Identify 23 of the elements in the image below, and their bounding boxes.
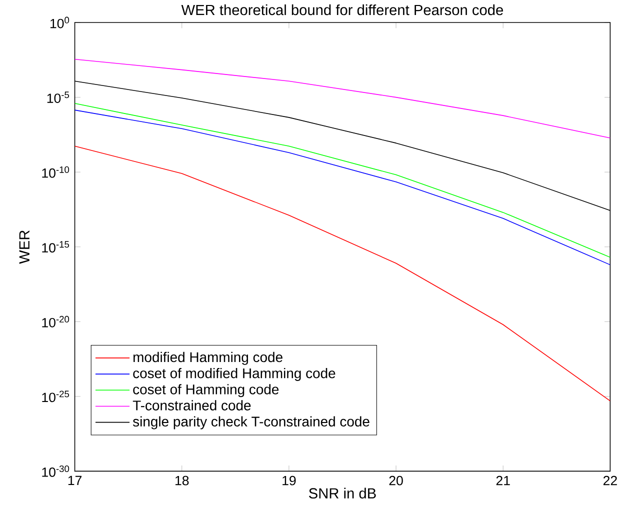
y-axis-title: WER bbox=[19, 230, 30, 264]
x-tick-label: 21 bbox=[496, 476, 510, 486]
y-tick-label: 10$^{-25}$ bbox=[42, 390, 70, 402]
y-tick-label: 10$^{0}$ bbox=[50, 16, 70, 28]
legend-label: single parity check T-constrained code bbox=[132, 416, 370, 430]
legend-label: coset of modified Hamming code bbox=[133, 368, 336, 381]
y-tick-label: 10$^{-20}$ bbox=[42, 316, 70, 328]
legend-label: T-constrained code bbox=[132, 400, 251, 410]
y-tick-label: 10$^{-10}$ bbox=[42, 166, 70, 178]
x-tick-label: 22 bbox=[603, 476, 617, 486]
x-tick-label: 20 bbox=[389, 476, 403, 486]
y-tick-label: 10$^{-30}$ bbox=[42, 465, 70, 477]
legend-label: coset of Hamming code bbox=[133, 384, 279, 398]
legend-label: modified Hamming code bbox=[134, 352, 282, 365]
x-axis-title: SNR in dB bbox=[309, 488, 376, 498]
line-series bbox=[74, 58, 610, 138]
x-tick-label: 17 bbox=[68, 476, 82, 485]
y-tick-label: 10$^{-5}$ bbox=[47, 92, 70, 103]
chart-title: WER theoretical bound for different Pearson code bbox=[181, 4, 503, 16]
x-tick-label: 18 bbox=[175, 476, 189, 486]
line-series bbox=[74, 146, 610, 402]
x-tick-label: 19 bbox=[282, 476, 296, 486]
y-tick-label: 10$^{-15}$ bbox=[42, 241, 70, 252]
